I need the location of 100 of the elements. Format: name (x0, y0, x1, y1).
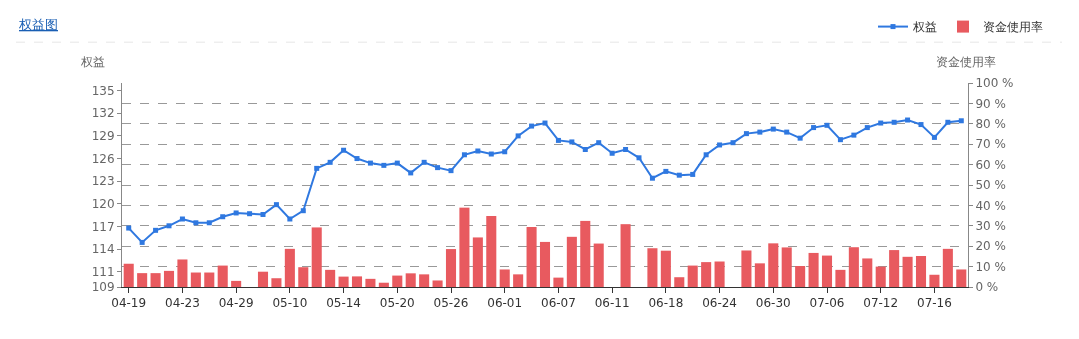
bar (566, 236, 577, 287)
y-tick-label: 120 (91, 197, 115, 212)
y2-tick-label: 70 % (975, 137, 1006, 152)
bar (580, 220, 591, 287)
x-tick-label: 06-07 (540, 296, 576, 311)
y2-tick-label: 60 % (975, 157, 1006, 172)
bar (217, 265, 228, 287)
bar (459, 207, 470, 287)
y2-tick-label: 0 % (975, 280, 999, 295)
bar (553, 277, 564, 287)
bar (204, 272, 215, 287)
x-tick-label: 04-29 (218, 296, 254, 311)
x-tick-label: 05-26 (433, 296, 469, 311)
bar (956, 269, 967, 287)
bar (526, 227, 537, 287)
bar (902, 256, 913, 287)
bar (163, 270, 175, 287)
x-tick-label: 06-30 (755, 296, 791, 311)
bar (593, 243, 604, 287)
bar (392, 275, 403, 287)
bar (499, 269, 510, 287)
bar (741, 250, 752, 287)
y2-tick-label: 40 % (975, 198, 1006, 213)
x-tick-label: 04-19 (111, 296, 147, 311)
bar (137, 273, 148, 287)
bar (405, 273, 416, 287)
x-tick-label: 07-16 (916, 296, 952, 311)
bar (298, 267, 309, 287)
y2-tick-label: 30 % (975, 219, 1006, 233)
y2-tick-label: 80 % (975, 117, 1006, 131)
y-tick-label: 132 (91, 106, 115, 121)
y2-tick-label: 10 % (975, 259, 1006, 274)
bar (862, 258, 873, 287)
y-tick-label: 126 (91, 151, 115, 166)
x-tick-label: 05-20 (379, 296, 415, 311)
bar (781, 247, 792, 287)
bar (714, 261, 725, 287)
y2-tick-label: 50 % (975, 178, 1006, 193)
y-tick-label: 117 (91, 219, 115, 234)
y2-axis-title: 资金使用率 (936, 55, 996, 69)
bar (795, 265, 806, 287)
y-tick-label: 114 (91, 242, 115, 257)
bar (311, 227, 322, 287)
bar (539, 241, 551, 287)
x-tick-label: 06-18 (648, 296, 684, 311)
bar (445, 249, 457, 287)
bar (325, 269, 336, 287)
bar (754, 263, 765, 287)
x-tick-label: 06-24 (702, 296, 738, 311)
bar (660, 250, 671, 287)
bar (674, 277, 685, 287)
bar (687, 265, 698, 287)
bar (472, 237, 483, 287)
bar (284, 248, 295, 287)
y-tick-label: 109 (91, 280, 115, 295)
bar (257, 271, 269, 287)
y2-tick-label: 20 % (975, 239, 1006, 254)
bar (271, 278, 282, 287)
x-tick-label: 06-11 (594, 296, 630, 311)
x-tick-label: 04-23 (164, 296, 200, 311)
y-axis-title: 权益 (80, 55, 105, 69)
bar (889, 250, 900, 287)
bar (915, 255, 927, 287)
bar (768, 243, 779, 287)
bar (419, 274, 430, 287)
y2-tick-label: 100 % (975, 76, 1014, 91)
y-tick-label: 123 (91, 174, 115, 189)
legend-label: 权益 (912, 20, 937, 35)
bar (486, 216, 497, 287)
bar (365, 278, 376, 287)
bar (929, 274, 940, 287)
bar (875, 266, 886, 287)
x-tick-label: 05-14 (326, 296, 362, 311)
bar (351, 276, 363, 287)
chart-title: 权益图 (18, 17, 58, 32)
bar (378, 282, 389, 287)
bar (190, 272, 201, 287)
bar (821, 255, 833, 287)
bar (942, 248, 953, 287)
y-tick-label: 135 (91, 83, 115, 98)
x-tick-label: 07-12 (863, 296, 899, 311)
bar (123, 263, 134, 287)
x-tick-label: 06-01 (487, 296, 523, 311)
bar (808, 252, 819, 287)
x-tick-label: 05-10 (272, 296, 308, 311)
bar (338, 276, 349, 287)
bar (620, 224, 631, 287)
bar (177, 259, 188, 287)
bar (513, 274, 524, 287)
bar (701, 262, 712, 287)
y2-tick-label: 90 % (975, 96, 1006, 111)
bar (150, 273, 161, 287)
bar (647, 248, 658, 287)
y-tick-label: 111 (91, 265, 115, 280)
legend-label: 资金使用率 (983, 20, 1043, 35)
y-tick-label: 129 (91, 129, 115, 144)
bar (835, 269, 846, 287)
bar (848, 247, 859, 287)
bar (231, 280, 242, 287)
bar (432, 280, 443, 287)
